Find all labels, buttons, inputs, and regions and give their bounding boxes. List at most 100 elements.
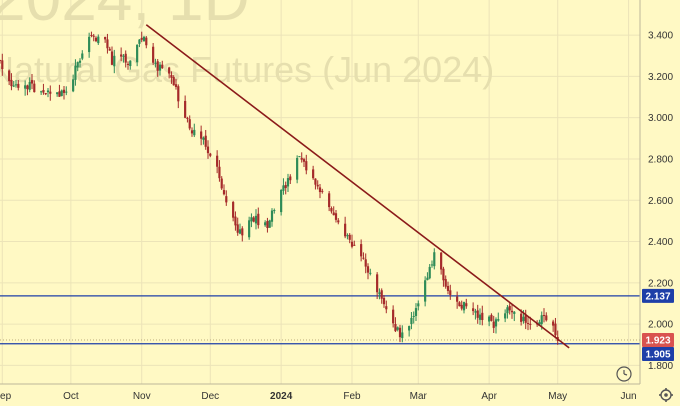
- x-tick-label: Oct: [63, 391, 79, 402]
- candle-body: [444, 279, 447, 287]
- candle-body: [60, 90, 63, 96]
- candle-body: [330, 208, 333, 212]
- candle-body: [481, 312, 484, 321]
- candle-body: [314, 178, 317, 185]
- candle-body: [252, 217, 255, 222]
- x-tick-label: Mar: [410, 391, 428, 402]
- candle-body: [440, 252, 443, 270]
- candle-body: [81, 53, 84, 59]
- y-tick-label: 3.200: [648, 72, 673, 83]
- x-tick-label: Feb: [343, 391, 361, 402]
- candle-body: [72, 79, 75, 92]
- candle-body: [186, 117, 189, 119]
- candle-body: [174, 84, 178, 87]
- y-tick-label: 1.800: [648, 361, 673, 372]
- candle-body: [376, 274, 379, 293]
- candle-body: [113, 55, 116, 67]
- candle-body: [382, 297, 386, 305]
- candle-body: [513, 311, 516, 314]
- candle-body: [321, 190, 324, 192]
- candle-body: [222, 190, 226, 195]
- candle-body: [58, 91, 61, 97]
- candle-body: [552, 321, 555, 326]
- candle-body: [510, 310, 514, 313]
- candle-body: [257, 213, 260, 226]
- candle-body: [124, 53, 127, 63]
- candle-body: [28, 81, 31, 90]
- x-tick-label: May: [548, 391, 567, 402]
- gear-icon[interactable]: [659, 388, 673, 402]
- trendline: [145, 24, 570, 349]
- candle-body: [120, 54, 123, 57]
- candle-body: [472, 308, 475, 312]
- candle-body: [529, 323, 532, 325]
- level-badge-lower-label: 1.905: [645, 350, 670, 361]
- x-tick-label: Nov: [133, 391, 151, 402]
- candle-body: [193, 129, 196, 136]
- candle-body: [14, 84, 18, 86]
- candle-body: [129, 60, 132, 67]
- candle-body: [522, 316, 525, 321]
- watermark-title: 2024, 1D: [0, 0, 250, 34]
- x-tick-label: Dec: [201, 391, 219, 402]
- candle-body: [156, 61, 159, 71]
- x-tick-label: 2024: [270, 391, 293, 402]
- candle-body: [110, 51, 114, 65]
- candle-body: [188, 119, 191, 129]
- candle-body: [42, 90, 45, 93]
- x-tick-label: Jun: [621, 391, 637, 402]
- candle-body: [449, 290, 452, 295]
- candle-body: [364, 259, 367, 267]
- candle-body: [305, 161, 308, 171]
- candle-body: [94, 37, 98, 42]
- candle-body: [40, 91, 43, 93]
- clock-icon[interactable]: [616, 366, 632, 382]
- candle-body: [280, 190, 283, 213]
- candle-body: [122, 55, 125, 57]
- y-tick-label: 2.000: [648, 320, 673, 331]
- candle-body: [88, 36, 91, 53]
- candle-body: [446, 285, 450, 291]
- candle-body: [394, 323, 397, 332]
- candle-body: [488, 316, 491, 322]
- candle-body: [378, 292, 381, 295]
- candle-body: [337, 220, 340, 223]
- candle-body: [270, 210, 274, 222]
- candle-body: [424, 280, 427, 302]
- x-tick-label: Apr: [481, 391, 497, 402]
- candle-body: [360, 244, 363, 257]
- candle-body: [456, 296, 459, 302]
- candle-body: [478, 314, 482, 320]
- x-tick-label: Sep: [0, 391, 12, 402]
- candle-body: [145, 37, 148, 46]
- watermark: 2024, 1D Natural Gas Futures (Jun 2024): [0, 0, 494, 90]
- candle-body: [526, 323, 530, 325]
- y-tick-label: 2.200: [648, 278, 673, 289]
- candle-body: [460, 304, 463, 309]
- candle-body: [200, 131, 203, 139]
- candle-body: [312, 169, 315, 179]
- candle-body: [554, 323, 557, 336]
- y-tick-label: 2.800: [648, 154, 673, 165]
- candle-body: [538, 322, 541, 326]
- candle-body: [316, 184, 319, 187]
- candle-body: [268, 220, 271, 228]
- level-badge-lower-bg: [642, 347, 674, 362]
- candle-body: [426, 277, 429, 281]
- candle-body: [282, 185, 285, 191]
- candle-body: [238, 229, 242, 234]
- price-axis: 3.400 3.200 3.000 2.800 2.600 2.400 2.200 2.000…: [648, 31, 673, 372]
- candles: [0, 31, 559, 345]
- candle-body: [385, 306, 388, 310]
- candle-body: [108, 48, 111, 51]
- candle-body: [106, 39, 109, 49]
- candle-body: [410, 317, 413, 325]
- candle-body: [353, 244, 356, 246]
- candle-body: [408, 326, 411, 331]
- candle-body: [296, 157, 299, 180]
- candle-body: [17, 83, 20, 88]
- candle-body: [430, 264, 434, 266]
- candle-body: [289, 176, 292, 181]
- candle-body: [490, 314, 493, 321]
